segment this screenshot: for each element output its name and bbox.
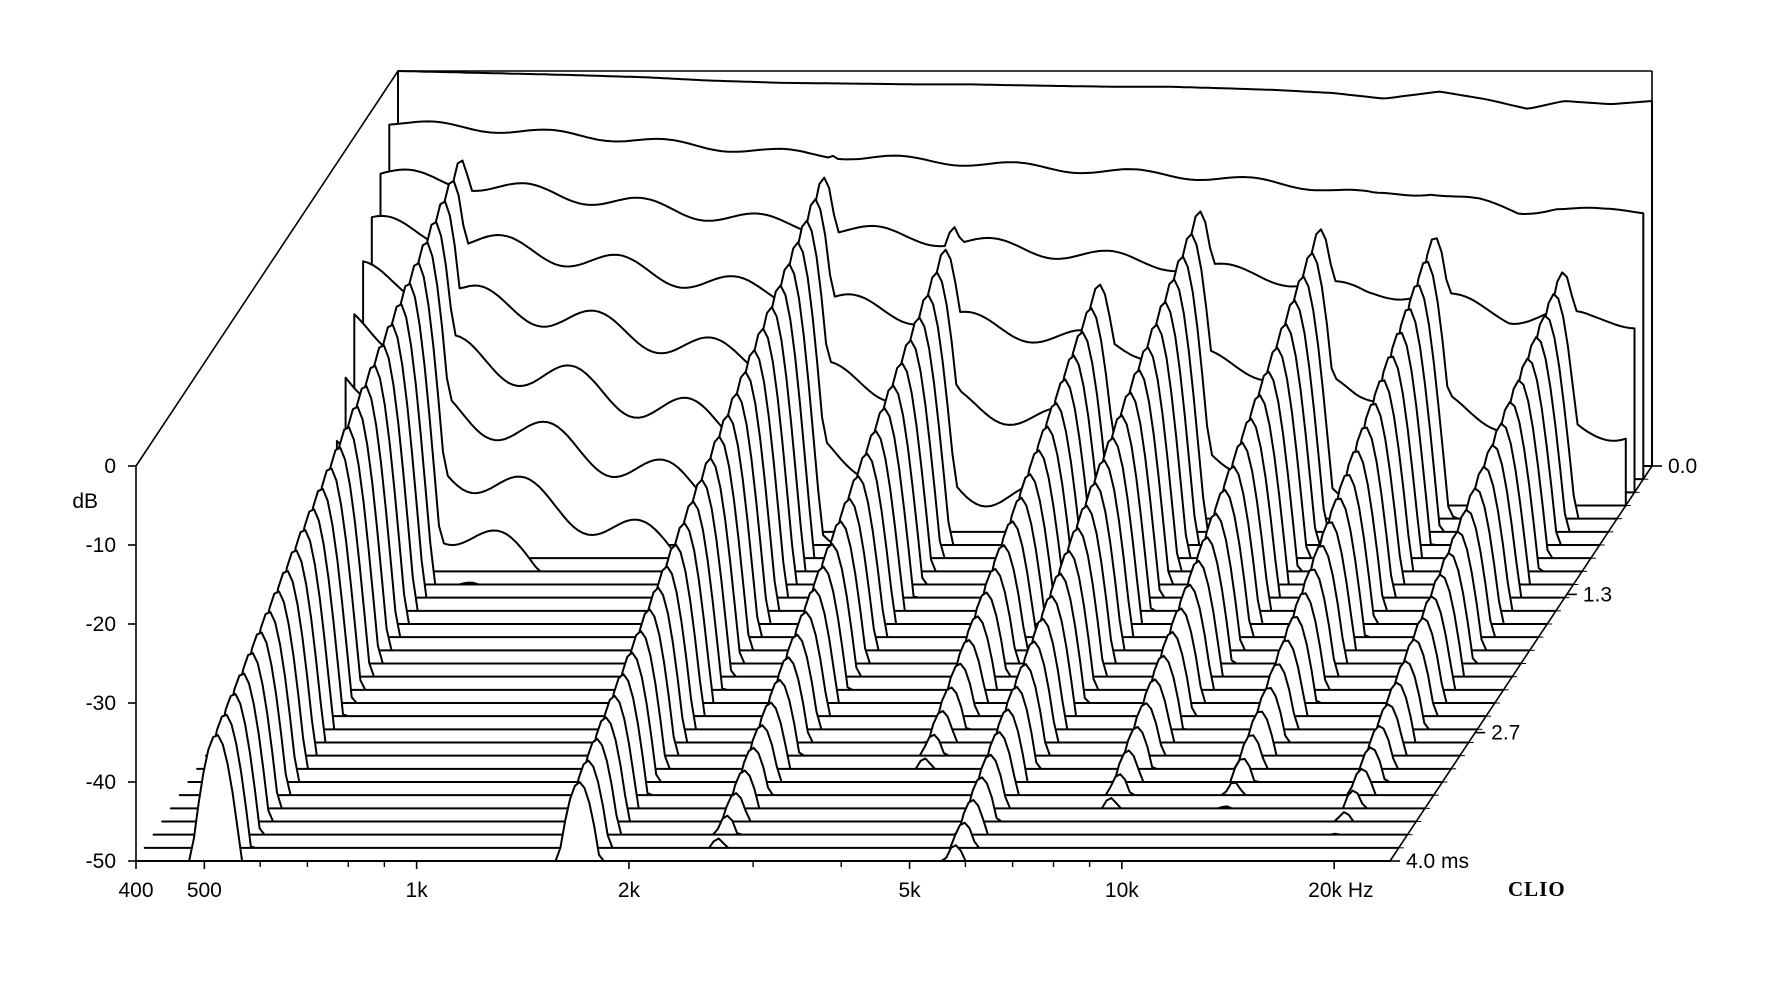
x-tick-label: 400 xyxy=(118,879,153,902)
y-unit-label: dB xyxy=(72,490,98,513)
decay-slice xyxy=(169,652,1426,810)
x-tick-label: 2k xyxy=(618,879,641,902)
y-tick-label: 0 xyxy=(104,455,116,478)
decay-slice xyxy=(204,570,1461,757)
t-tick-label: 0.0 xyxy=(1668,455,1697,478)
decay-slice xyxy=(161,672,1418,823)
y-tick-label: -10 xyxy=(86,534,116,557)
decay-slice xyxy=(152,693,1409,836)
x-tick-label: 20k Hz xyxy=(1308,879,1373,902)
decay-slices xyxy=(135,70,1653,862)
t-tick-label: 2.7 xyxy=(1491,722,1520,745)
x-tick-label: 1k xyxy=(406,879,429,902)
decay-slice xyxy=(178,631,1435,797)
clio-brand-label: CLIO xyxy=(1508,877,1566,901)
t-tick-label: 4.0 ms xyxy=(1406,850,1469,873)
y-tick-label: -30 xyxy=(86,692,116,715)
time-axis: 0.0 1.3 2.7 4.0 ms xyxy=(1390,455,1697,873)
t-tick-label: 1.3 xyxy=(1583,583,1612,606)
decay-slice xyxy=(143,713,1400,849)
decay-slice xyxy=(222,529,1479,731)
decay-slice xyxy=(187,611,1444,783)
x-axis: 400 500 1k 2k 5k 10k 20k Hz xyxy=(118,861,1374,902)
y-tick-label: -20 xyxy=(86,613,116,636)
x-tick-label: 5k xyxy=(898,879,921,902)
y-tick-label: -40 xyxy=(86,771,116,794)
x-tick-label: 10k xyxy=(1105,879,1139,902)
decay-slice xyxy=(196,590,1453,770)
y-tick-label: -50 xyxy=(86,850,116,873)
frame-edge xyxy=(135,70,399,467)
decay-slice xyxy=(231,508,1488,718)
x-tick-label: 500 xyxy=(187,879,222,902)
y-axis: dB 0 -10 -20 -30 -40 -50 xyxy=(72,455,136,873)
decay-slice xyxy=(213,549,1470,744)
